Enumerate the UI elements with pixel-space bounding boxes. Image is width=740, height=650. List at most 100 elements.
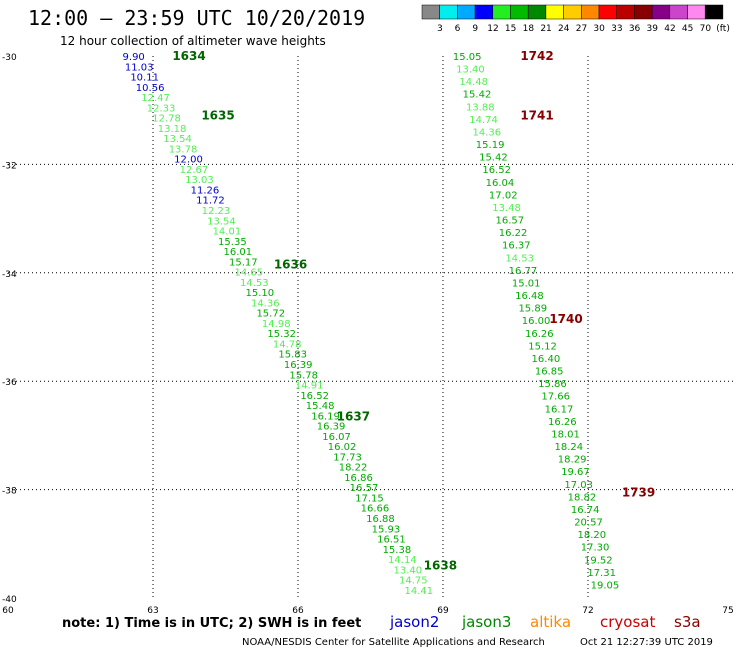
wave-height-point: 14.48 bbox=[459, 77, 488, 88]
wave-height-point: 15.72 bbox=[256, 309, 285, 320]
wave-height-point: 16.77 bbox=[509, 266, 538, 277]
wave-height-point: 16.88 bbox=[366, 514, 395, 525]
chart-subtitle: 12 hour collection of altimeter wave hei… bbox=[60, 34, 326, 48]
wave-height-point: 16.57 bbox=[495, 216, 524, 227]
wave-height-point: 15.48 bbox=[306, 401, 335, 412]
colorbar-swatch bbox=[598, 4, 617, 20]
colorbar-swatch bbox=[669, 4, 688, 20]
wave-height-point: 15.93 bbox=[372, 524, 401, 535]
pass-time-label: 1638 bbox=[424, 558, 457, 572]
pass-time-label: 1742 bbox=[520, 49, 553, 63]
wave-height-point: 16.07 bbox=[322, 432, 351, 443]
wave-height-point: 17.30 bbox=[581, 543, 610, 554]
wave-height-point: 14.53 bbox=[505, 253, 534, 264]
footer-timestamp: Oct 21 12:27:39 UTC 2019 bbox=[580, 637, 713, 648]
wave-height-point: 16.85 bbox=[535, 367, 564, 378]
x-tick-label: 63 bbox=[147, 606, 158, 616]
colorbar-label: 30 bbox=[593, 24, 605, 34]
wave-height-point: 14.36 bbox=[473, 127, 502, 138]
wave-height-point: 14.01 bbox=[213, 227, 242, 238]
wave-height-point: 15.32 bbox=[267, 329, 296, 340]
wave-height-point: 16.51 bbox=[377, 535, 406, 546]
colorbar-label: 27 bbox=[576, 24, 587, 34]
pass-time-labels: 1634 1635 1636 1637 1638 1742 1741 1740 1739 bbox=[172, 49, 655, 572]
wave-height-point: 14.36 bbox=[251, 298, 280, 309]
wave-height-point: 16.39 bbox=[284, 360, 313, 371]
colorbar-swatch bbox=[651, 4, 671, 20]
wave-height-point: 16.39 bbox=[317, 422, 346, 433]
wave-height-point: 12.78 bbox=[152, 114, 181, 125]
wave-height-point: 11.72 bbox=[196, 196, 225, 207]
colorbar-label: 36 bbox=[629, 24, 641, 34]
chart-title: 12:00 — 23:59 UTC 10/20/2019 bbox=[28, 6, 365, 30]
x-tick-label: 60 bbox=[2, 606, 14, 616]
wave-height-point: 15.19 bbox=[476, 140, 505, 151]
x-tick-label: 69 bbox=[437, 606, 449, 616]
wave-height-point: 15.12 bbox=[528, 341, 557, 352]
wave-height-point: 15.17 bbox=[229, 257, 258, 268]
colorbar-label: (ft) bbox=[716, 24, 730, 34]
wave-height-point: 13.18 bbox=[158, 124, 187, 135]
pass-time-label: 1634 bbox=[172, 49, 205, 63]
colorbar-swatch bbox=[704, 4, 724, 20]
pass-time-label: 1739 bbox=[622, 485, 655, 499]
wave-height-point: 15.35 bbox=[218, 237, 247, 248]
y-tick-label: -30 bbox=[2, 53, 17, 63]
grid bbox=[8, 56, 733, 598]
wave-height-point: 13.78 bbox=[169, 144, 198, 155]
wave-height-point: 17.03 bbox=[564, 480, 593, 491]
colorbar-swatch bbox=[581, 4, 600, 20]
pass-time-label: 1635 bbox=[201, 109, 234, 123]
wave-height-point: 13.88 bbox=[466, 102, 495, 113]
wave-height-point: 17.66 bbox=[541, 392, 570, 403]
colorbar-label: 45 bbox=[682, 24, 693, 34]
note-text: note: 1) Time is in UTC; 2) SWH is in fe… bbox=[62, 616, 361, 631]
pass-time-label: 1741 bbox=[520, 109, 553, 123]
x-tick-label: 66 bbox=[292, 606, 304, 616]
wave-height-point: 13.03 bbox=[185, 175, 214, 186]
x-tick-label: 75 bbox=[722, 606, 733, 616]
wave-height-point: 15.38 bbox=[383, 545, 412, 556]
wave-height-point: 16.57 bbox=[350, 483, 379, 494]
wave-height-point: 13.40 bbox=[394, 565, 423, 576]
wave-height-point: 12.00 bbox=[174, 155, 203, 166]
wave-height-point: 17.15 bbox=[355, 493, 384, 504]
colorbar-swatch bbox=[527, 4, 547, 20]
colorbar-label: 3 bbox=[437, 24, 443, 34]
wave-height-point: 16.01 bbox=[224, 247, 253, 258]
wave-height-point: 10.11 bbox=[130, 73, 159, 84]
wave-height-point: 16.17 bbox=[545, 404, 574, 415]
wave-height-point: 16.00 bbox=[522, 316, 551, 327]
colorbar-label: 12 bbox=[487, 24, 498, 34]
wave-height-point: 13.54 bbox=[163, 134, 192, 145]
wave-height-point: 14.91 bbox=[295, 381, 324, 392]
colorbar-label: 18 bbox=[523, 24, 535, 34]
legend-jason3: jason3 bbox=[461, 613, 511, 631]
legend-jason2: jason2 bbox=[389, 613, 439, 631]
wave-height-point: 15.83 bbox=[278, 350, 307, 361]
legend-s3a: s3a bbox=[674, 613, 701, 631]
wave-height-point: 18.82 bbox=[568, 492, 597, 503]
y-tick-label: -34 bbox=[2, 270, 17, 280]
y-tick-label: -38 bbox=[2, 487, 17, 497]
wave-height-point: 14.14 bbox=[388, 555, 417, 566]
wave-height-point: 19.05 bbox=[591, 580, 620, 591]
axis-ticks: 60 63 66 69 72 75 -30 -32 -34 -36 -38 -40 bbox=[2, 53, 734, 616]
footer-center: NOAA/NESDIS Center for Satellite Applica… bbox=[242, 637, 545, 648]
wave-height-point: 18.29 bbox=[558, 455, 587, 466]
satellite-legend: jason2 jason3 altika cryosat s3a bbox=[389, 613, 701, 631]
legend-cryosat: cryosat bbox=[600, 613, 655, 631]
wave-height-point: 14.78 bbox=[273, 339, 302, 350]
wave-height-point: 17.02 bbox=[489, 190, 518, 201]
pass-time-label: 1740 bbox=[549, 312, 582, 326]
wave-height-point: 12.67 bbox=[180, 165, 209, 176]
wave-height-point: 14.75 bbox=[399, 576, 428, 587]
wave-height-point: 17.31 bbox=[587, 568, 616, 579]
x-tick-label: 72 bbox=[582, 606, 593, 616]
wave-height-point: 18.22 bbox=[339, 463, 368, 474]
wave-height-point: 16.48 bbox=[515, 291, 544, 302]
wave-height-point: 11.26 bbox=[191, 185, 220, 196]
wave-height-point: 15.89 bbox=[518, 304, 547, 315]
y-tick-label: -32 bbox=[2, 161, 17, 171]
